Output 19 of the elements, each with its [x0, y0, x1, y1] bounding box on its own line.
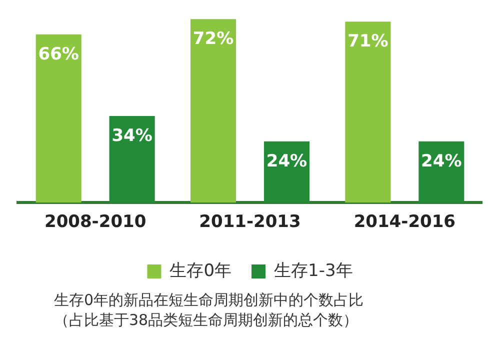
data-label: 66% — [38, 44, 79, 64]
data-label: 24% — [421, 151, 462, 172]
data-label: 72% — [192, 29, 234, 50]
bar — [418, 141, 464, 203]
x-tick-label: 2008-2010 — [44, 212, 146, 232]
x-tick-label: 2011-2013 — [199, 212, 301, 232]
bar — [264, 141, 310, 203]
bar — [36, 34, 82, 203]
text: 生存0年的新品在短生命周期创新中的个数占比 — [54, 290, 365, 310]
bar — [345, 22, 391, 203]
text: （占比基于38品类短生命周期创新的总个数） — [54, 310, 360, 330]
legend-label: 生存0年 — [170, 260, 232, 281]
legend-label: 生存1-3年 — [274, 260, 353, 281]
data-label: 71% — [348, 32, 388, 52]
data-label: 24% — [266, 151, 308, 172]
x-tick-label: 2014-2016 — [354, 212, 456, 232]
data-label: 34% — [112, 126, 152, 146]
bar — [109, 116, 155, 203]
bar — [190, 19, 236, 203]
